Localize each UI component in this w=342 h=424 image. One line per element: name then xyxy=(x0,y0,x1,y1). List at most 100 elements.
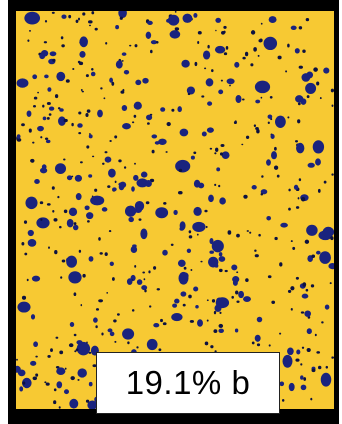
particle-dot xyxy=(274,236,278,241)
particle-dot xyxy=(113,319,117,323)
particle-dot xyxy=(52,209,55,213)
particle-dot xyxy=(45,139,51,144)
particle-dot xyxy=(99,252,103,255)
particle-dot xyxy=(122,328,135,340)
particle-dot xyxy=(72,68,75,70)
particle-dot xyxy=(49,51,57,57)
particle-dot xyxy=(63,209,68,214)
particle-dot xyxy=(59,225,62,229)
particle-dot xyxy=(91,155,95,158)
particle-dot xyxy=(51,186,55,190)
particle-dot xyxy=(302,282,307,287)
particle-dot xyxy=(192,221,206,232)
particle-dot xyxy=(268,16,277,24)
particle-dot xyxy=(305,82,317,94)
particle-dot xyxy=(197,30,202,35)
particle-dot xyxy=(216,167,221,172)
particle-dot xyxy=(61,44,65,48)
particle-dot xyxy=(316,81,320,86)
particle-dot xyxy=(162,249,168,256)
particle-dot xyxy=(123,69,130,75)
particle-dot xyxy=(75,193,82,201)
particle-dot xyxy=(80,161,83,164)
particle-dot xyxy=(282,399,285,402)
particle-dot xyxy=(24,252,28,256)
particle-dot xyxy=(133,174,139,181)
particle-dot xyxy=(208,194,214,203)
particle-dot xyxy=(109,261,114,266)
particle-dot xyxy=(179,128,189,137)
particle-dot xyxy=(174,27,180,31)
particle-dot xyxy=(171,108,175,112)
particle-dot xyxy=(88,134,93,139)
particle-dot xyxy=(63,389,70,395)
particle-dot xyxy=(169,30,181,39)
particle-dot xyxy=(234,120,237,124)
particle-dot xyxy=(182,13,193,23)
particle-dot xyxy=(136,178,149,188)
particle-dot xyxy=(57,195,60,199)
particle-dot xyxy=(277,55,282,60)
particle-dot xyxy=(115,60,123,69)
particle-dot xyxy=(43,41,48,44)
particle-dot xyxy=(25,196,38,210)
particle-dot xyxy=(304,310,312,317)
particle-dot xyxy=(288,382,295,392)
particle-dot xyxy=(140,171,148,178)
particle-dot xyxy=(68,271,82,284)
particle-dot xyxy=(254,80,271,94)
particle-dot xyxy=(330,88,334,93)
particle-dot xyxy=(245,135,250,140)
particle-dot xyxy=(162,322,167,326)
particle-dot xyxy=(104,151,108,154)
particle-dot xyxy=(88,20,93,24)
particle-dot xyxy=(196,233,199,236)
particle-dot xyxy=(258,233,261,237)
particle-dot xyxy=(177,106,182,113)
particle-dot xyxy=(46,102,51,105)
particle-dot xyxy=(129,44,132,47)
particle-dot xyxy=(260,189,268,195)
particle-dot xyxy=(149,305,152,308)
particle-dot xyxy=(66,175,73,181)
particle-dot xyxy=(224,269,228,273)
particle-dot xyxy=(282,354,293,368)
particle-dot xyxy=(77,123,83,128)
particle-dot xyxy=(155,207,169,219)
particle-dot xyxy=(218,268,223,273)
particle-dot xyxy=(101,332,104,336)
particle-dot xyxy=(53,218,58,222)
particle-dot xyxy=(74,350,77,353)
particle-dot xyxy=(44,137,49,140)
particle-dot xyxy=(118,11,127,19)
particle-dot xyxy=(256,343,261,347)
particle-dot xyxy=(94,27,98,31)
particle-dot xyxy=(145,180,152,187)
particle-dot xyxy=(61,259,66,263)
particle-dot xyxy=(188,235,193,239)
particle-dot xyxy=(130,245,138,254)
particle-dot xyxy=(101,207,108,212)
particle-dot xyxy=(266,215,272,221)
particle-dot xyxy=(156,288,160,291)
particle-dot xyxy=(155,40,159,44)
particle-dot xyxy=(329,282,332,285)
particle-dot xyxy=(295,140,298,143)
particle-dot xyxy=(209,147,213,150)
particle-dot xyxy=(298,178,302,182)
particle-dot xyxy=(300,311,305,314)
particle-dot xyxy=(93,317,98,323)
particle-dot xyxy=(31,275,41,282)
particle-dot xyxy=(231,264,238,271)
particle-dot xyxy=(131,121,135,124)
particle-dot xyxy=(305,17,310,22)
particle-dot xyxy=(207,101,213,106)
particle-dot xyxy=(80,303,83,307)
particle-dot xyxy=(131,309,135,312)
particle-dot xyxy=(221,151,230,159)
particle-dot xyxy=(235,290,239,295)
particle-dot xyxy=(114,135,118,139)
particle-dot xyxy=(46,116,50,120)
particle-dot xyxy=(231,295,234,299)
